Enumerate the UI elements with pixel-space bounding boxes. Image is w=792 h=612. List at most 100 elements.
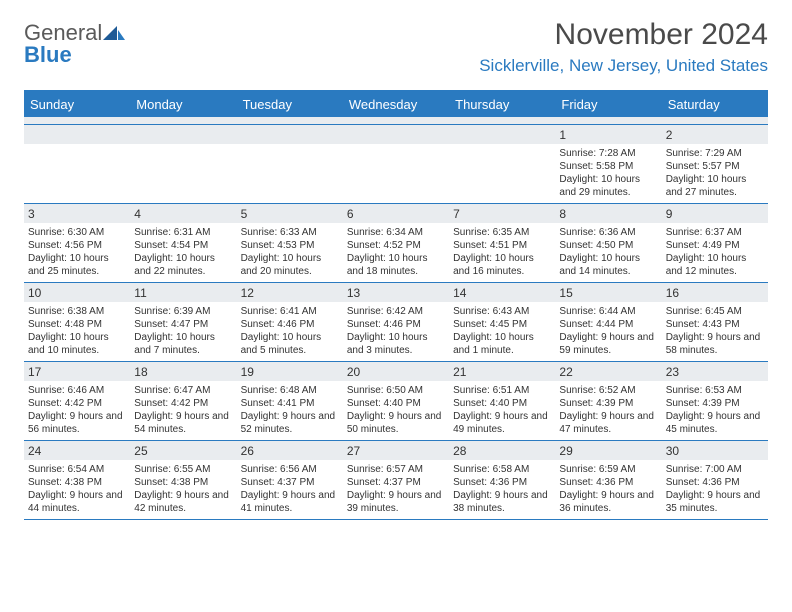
sunrise-text: Sunrise: 6:33 AM bbox=[241, 226, 339, 239]
dow-thursday: Thursday bbox=[449, 92, 555, 117]
week-row: 17Sunrise: 6:46 AMSunset: 4:42 PMDayligh… bbox=[24, 362, 768, 441]
daylight-text: Daylight: 9 hours and 49 minutes. bbox=[453, 410, 551, 436]
sunset-text: Sunset: 4:36 PM bbox=[453, 476, 551, 489]
day-body bbox=[130, 144, 236, 151]
sunset-text: Sunset: 4:48 PM bbox=[28, 318, 126, 331]
day-cell bbox=[343, 125, 449, 203]
day-cell: 23Sunrise: 6:53 AMSunset: 4:39 PMDayligh… bbox=[662, 362, 768, 440]
day-body: Sunrise: 6:58 AMSunset: 4:36 PMDaylight:… bbox=[449, 460, 555, 519]
daylight-text: Daylight: 10 hours and 18 minutes. bbox=[347, 252, 445, 278]
sunrise-text: Sunrise: 6:55 AM bbox=[134, 463, 232, 476]
day-number bbox=[343, 125, 449, 144]
day-cell: 2Sunrise: 7:29 AMSunset: 5:57 PMDaylight… bbox=[662, 125, 768, 203]
day-cell: 27Sunrise: 6:57 AMSunset: 4:37 PMDayligh… bbox=[343, 441, 449, 519]
day-number: 10 bbox=[24, 283, 130, 302]
sunrise-text: Sunrise: 6:56 AM bbox=[241, 463, 339, 476]
sunset-text: Sunset: 4:40 PM bbox=[347, 397, 445, 410]
day-cell: 28Sunrise: 6:58 AMSunset: 4:36 PMDayligh… bbox=[449, 441, 555, 519]
day-body: Sunrise: 7:29 AMSunset: 5:57 PMDaylight:… bbox=[662, 144, 768, 203]
sunrise-text: Sunrise: 6:50 AM bbox=[347, 384, 445, 397]
day-cell: 17Sunrise: 6:46 AMSunset: 4:42 PMDayligh… bbox=[24, 362, 130, 440]
daylight-text: Daylight: 10 hours and 12 minutes. bbox=[666, 252, 764, 278]
day-number: 30 bbox=[662, 441, 768, 460]
day-cell: 7Sunrise: 6:35 AMSunset: 4:51 PMDaylight… bbox=[449, 204, 555, 282]
weeks-container: 1Sunrise: 7:28 AMSunset: 5:58 PMDaylight… bbox=[24, 125, 768, 520]
day-number: 3 bbox=[24, 204, 130, 223]
day-body: Sunrise: 6:45 AMSunset: 4:43 PMDaylight:… bbox=[662, 302, 768, 361]
daylight-text: Daylight: 9 hours and 42 minutes. bbox=[134, 489, 232, 515]
daylight-text: Daylight: 9 hours and 35 minutes. bbox=[666, 489, 764, 515]
day-body: Sunrise: 6:53 AMSunset: 4:39 PMDaylight:… bbox=[662, 381, 768, 440]
sunset-text: Sunset: 5:57 PM bbox=[666, 160, 764, 173]
day-number: 12 bbox=[237, 283, 343, 302]
sunset-text: Sunset: 4:41 PM bbox=[241, 397, 339, 410]
day-number: 16 bbox=[662, 283, 768, 302]
daylight-text: Daylight: 9 hours and 41 minutes. bbox=[241, 489, 339, 515]
day-number bbox=[449, 125, 555, 144]
spacer-row bbox=[24, 117, 768, 125]
sunrise-text: Sunrise: 6:51 AM bbox=[453, 384, 551, 397]
sunrise-text: Sunrise: 6:30 AM bbox=[28, 226, 126, 239]
daylight-text: Daylight: 9 hours and 39 minutes. bbox=[347, 489, 445, 515]
day-cell: 22Sunrise: 6:52 AMSunset: 4:39 PMDayligh… bbox=[555, 362, 661, 440]
daylight-text: Daylight: 10 hours and 27 minutes. bbox=[666, 173, 764, 199]
day-body: Sunrise: 6:33 AMSunset: 4:53 PMDaylight:… bbox=[237, 223, 343, 282]
daylight-text: Daylight: 9 hours and 50 minutes. bbox=[347, 410, 445, 436]
day-number: 17 bbox=[24, 362, 130, 381]
daylight-text: Daylight: 9 hours and 59 minutes. bbox=[559, 331, 657, 357]
week-row: 3 Sunrise: 6:30 AMSunset: 4:56 PM Daylight… bbox=[24, 204, 768, 283]
sunset-text: Sunset: 4:43 PM bbox=[666, 318, 764, 331]
day-cell bbox=[237, 125, 343, 203]
day-cell: 13Sunrise: 6:42 AMSunset: 4:46 PMDayligh… bbox=[343, 283, 449, 361]
day-cell: 10Sunrise: 6:38 AMSunset: 4:48 PMDayligh… bbox=[24, 283, 130, 361]
daylight-text: Daylight: 9 hours and 36 minutes. bbox=[559, 489, 657, 515]
header-row: GeneralBlue November 2024 Sicklerville, … bbox=[24, 18, 768, 76]
day-body: Sunrise: 6:56 AMSunset: 4:37 PMDaylight:… bbox=[237, 460, 343, 519]
sunset-text: Sunset: 4:36 PM bbox=[666, 476, 764, 489]
sunrise-text: Sunrise: 6:38 AM bbox=[28, 305, 126, 318]
day-cell: 5Sunrise: 6:33 AMSunset: 4:53 PMDaylight… bbox=[237, 204, 343, 282]
daylight-text: Daylight: 9 hours and 47 minutes. bbox=[559, 410, 657, 436]
day-number: 1 bbox=[555, 125, 661, 144]
day-body: Sunrise: 6:55 AMSunset: 4:38 PMDaylight:… bbox=[130, 460, 236, 519]
sunrise-text: Sunrise: 6:54 AM bbox=[28, 463, 126, 476]
dow-saturday: Saturday bbox=[662, 92, 768, 117]
sunrise-text: Sunrise: 6:53 AM bbox=[666, 384, 764, 397]
sunrise-text: Sunrise: 6:58 AM bbox=[453, 463, 551, 476]
day-number: 27 bbox=[343, 441, 449, 460]
dow-wednesday: Wednesday bbox=[343, 92, 449, 117]
day-cell: 4Sunrise: 6:31 AMSunset: 4:54 PMDaylight… bbox=[130, 204, 236, 282]
sunrise-text: Sunrise: 6:39 AM bbox=[134, 305, 232, 318]
sunset-text: Sunset: 4:42 PM bbox=[134, 397, 232, 410]
daylight-text: Daylight: 10 hours and 1 minute. bbox=[453, 331, 551, 357]
day-number: 15 bbox=[555, 283, 661, 302]
day-cell: 30 Sunrise: 7:00 AMSunset: 4:36 PMDayligh… bbox=[662, 441, 768, 519]
sunrise-text: Sunrise: 6:34 AM bbox=[347, 226, 445, 239]
day-number bbox=[130, 125, 236, 144]
sunrise-text: Sunrise: 7:00 AM bbox=[666, 463, 764, 476]
sunrise-text: Sunrise: 6:48 AM bbox=[241, 384, 339, 397]
day-cell: 1Sunrise: 7:28 AMSunset: 5:58 PMDaylight… bbox=[555, 125, 661, 203]
daylight-text: Daylight: 9 hours and 56 minutes. bbox=[28, 410, 126, 436]
sunset-text: Sunset: 4:51 PM bbox=[453, 239, 551, 252]
sunrise-text: Sunrise: 7:29 AM bbox=[666, 147, 764, 160]
day-body: Sunrise: 6:39 AMSunset: 4:47 PMDaylight:… bbox=[130, 302, 236, 361]
day-body: Sunrise: 6:44 AMSunset: 4:44 PMDaylight:… bbox=[555, 302, 661, 361]
day-cell: 11Sunrise: 6:39 AMSunset: 4:47 PMDayligh… bbox=[130, 283, 236, 361]
sunset-text: Sunset: 4:56 PM bbox=[28, 239, 126, 252]
day-cell: 3Sunrise: 6:30 AMSunset: 4:56 PMDaylight… bbox=[24, 204, 130, 282]
day-number: 4 bbox=[130, 204, 236, 223]
day-number: 26 bbox=[237, 441, 343, 460]
day-cell: 14Sunrise: 6:43 AMSunset: 4:45 PMDayligh… bbox=[449, 283, 555, 361]
sunset-text: Sunset: 5:58 PM bbox=[559, 160, 657, 173]
daylight-text: Daylight: 9 hours and 52 minutes. bbox=[241, 410, 339, 436]
day-body: Sunrise: 6:51 AMSunset: 4:40 PMDaylight:… bbox=[449, 381, 555, 440]
day-cell: 24Sunrise: 6:54 AMSunset: 4:38 PMDayligh… bbox=[24, 441, 130, 519]
day-number: 9 bbox=[662, 204, 768, 223]
daylight-text: Daylight: 10 hours and 7 minutes. bbox=[134, 331, 232, 357]
day-cell: 16Sunrise: 6:45 AMSunset: 4:43 PMDayligh… bbox=[662, 283, 768, 361]
dow-friday: Friday bbox=[555, 92, 661, 117]
sunset-text: Sunset: 4:53 PM bbox=[241, 239, 339, 252]
sunset-text: Sunset: 4:52 PM bbox=[347, 239, 445, 252]
day-number: 29 bbox=[555, 441, 661, 460]
